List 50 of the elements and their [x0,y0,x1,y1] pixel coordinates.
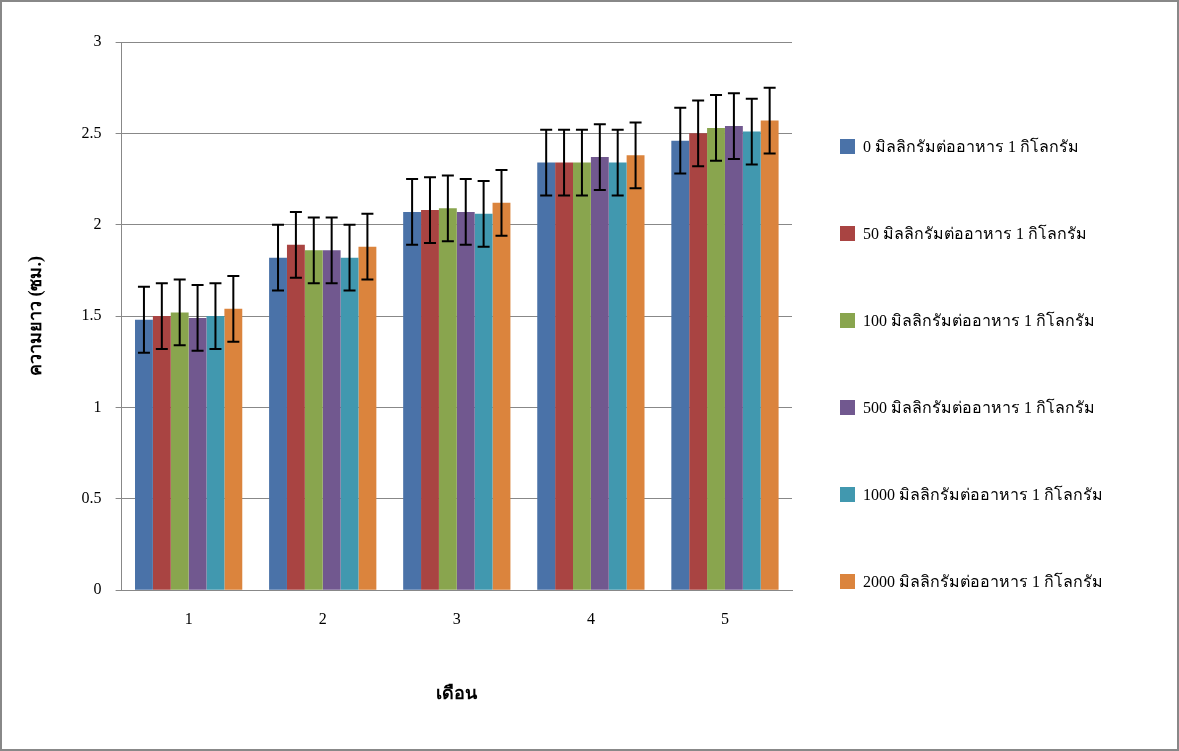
x-tick-label: 2 [318,610,327,627]
legend-label: 500 มิลลิกรัมต่ออาหาร 1 กิโลกรัม [863,397,1095,418]
bar [224,308,243,590]
bar [421,210,439,590]
legend-label: 0 มิลลิกรัมต่ออาหาร 1 กิโลกรัม [863,136,1079,157]
bar [152,316,171,590]
bar [403,211,422,590]
bar [555,162,573,590]
bar [689,133,708,590]
bar [474,213,493,590]
bar [438,208,457,590]
y-tick-label: 2.5 [81,123,102,141]
x-tick-label: 3 [452,610,461,627]
x-axis-title: เดือน [436,682,479,703]
bar [322,250,341,590]
bar [135,319,153,590]
y-axis-title: ความยาว (ซม.) [25,256,47,377]
bar [707,127,725,590]
bar [206,316,225,590]
bar [456,211,475,590]
bar [590,157,609,590]
y-tick-label: 0 [93,580,102,598]
bar [671,140,690,590]
x-tick-label: 4 [586,610,595,627]
bar [492,202,511,590]
bar [269,257,287,590]
legend-label: 100 มิลลิกรัมต่ออาหาร 1 กิโลกรัม [863,310,1095,331]
bar [608,162,627,590]
y-tick-label: 0.5 [81,489,102,507]
bar [760,120,779,590]
y-tick-label: 1 [93,397,102,415]
y-tick-label: 1.5 [81,306,102,324]
bar [188,317,207,590]
bar [742,131,761,590]
x-tick-label: 1 [184,610,193,627]
legend-label: 2000 มิลลิกรัมต่ออาหาร 1 กิโลกรัม [863,571,1103,592]
legend-label: 1000 มิลลิกรัมต่ออาหาร 1 กิโลกรัม [863,484,1103,505]
legend-label: 50 มิลลิกรัมต่ออาหาร 1 กิโลกรัม [863,223,1087,244]
bar [626,155,645,590]
bar [573,162,591,590]
bar [340,257,359,590]
bar [286,244,305,590]
bar [170,312,189,590]
bar [304,250,323,590]
bar [724,126,743,590]
bar [537,162,556,590]
y-tick-label: 3 [93,32,102,50]
x-tick-label: 5 [720,610,729,627]
bar [358,246,377,590]
y-tick-label: 2 [93,214,102,232]
